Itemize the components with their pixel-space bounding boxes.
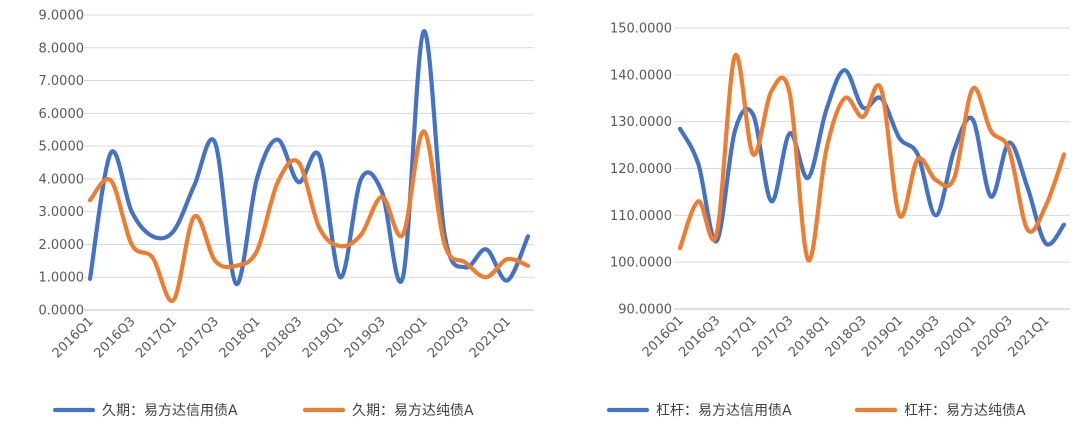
- x-tick-label: 2019Q1: [300, 314, 347, 361]
- x-tick-label: 2020Q3: [425, 314, 472, 361]
- x-tick-label: 2019Q3: [342, 314, 389, 361]
- x-tick-label: 2021Q1: [467, 314, 514, 361]
- series-line-2: [677, 53, 1067, 263]
- y-tick-label: 4.0000: [39, 172, 85, 187]
- y-tick-label: 100.0000: [610, 256, 672, 271]
- y-tick-label: 5.0000: [39, 140, 85, 155]
- series-line-2: [87, 129, 531, 303]
- series-line-1: [677, 68, 1067, 247]
- y-tick-label: 8.0000: [39, 41, 85, 56]
- x-tick-label: 2018Q1: [217, 314, 264, 361]
- y-tick-label: 7.0000: [39, 74, 85, 89]
- x-tick-label: 2021Q1: [1005, 313, 1052, 360]
- y-tick-label: 0.0000: [39, 304, 85, 319]
- y-tick-label: 6.0000: [39, 107, 85, 122]
- y-tick-label: 110.0000: [610, 209, 672, 224]
- y-tick-label: 2.0000: [39, 238, 85, 253]
- y-tick-label: 3.0000: [39, 205, 85, 220]
- y-tick-label: 150.0000: [610, 22, 672, 37]
- x-tick-label: 2016Q1: [50, 314, 97, 361]
- y-tick-label: 9.0000: [39, 9, 85, 24]
- chart-leverage: 90.0000 100.0000 110.0000 120.0000 130.0000 1…: [606, 22, 1070, 419]
- x-tick-label: 2017Q1: [133, 314, 180, 361]
- legend-label: 杠杆：易方达纯债A: [904, 403, 1026, 419]
- y-tick-label: 140.0000: [610, 68, 672, 83]
- x-tick-label: 2018Q3: [258, 314, 305, 361]
- x-tick-label: 2016Q3: [91, 314, 138, 361]
- x-tick-label: 2017Q3: [175, 314, 222, 361]
- chart-duration: 0.0000 1.0000 2.0000 3.0000 4.0000 5.0000 6.00…: [39, 9, 534, 419]
- y-tick-label: 120.0000: [610, 162, 672, 177]
- series-line-1: [87, 29, 531, 286]
- x-tick-label: 2020Q1: [383, 314, 430, 361]
- legend-label: 杠杆：易方达信用债A: [656, 403, 792, 419]
- y-tick-label: 1.0000: [39, 271, 85, 286]
- legend-label: 久期：易方达纯债A: [352, 403, 474, 419]
- y-tick-label: 130.0000: [610, 115, 672, 130]
- y-tick-label: 90.0000: [618, 303, 672, 318]
- legend-label: 久期：易方达信用债A: [102, 403, 238, 419]
